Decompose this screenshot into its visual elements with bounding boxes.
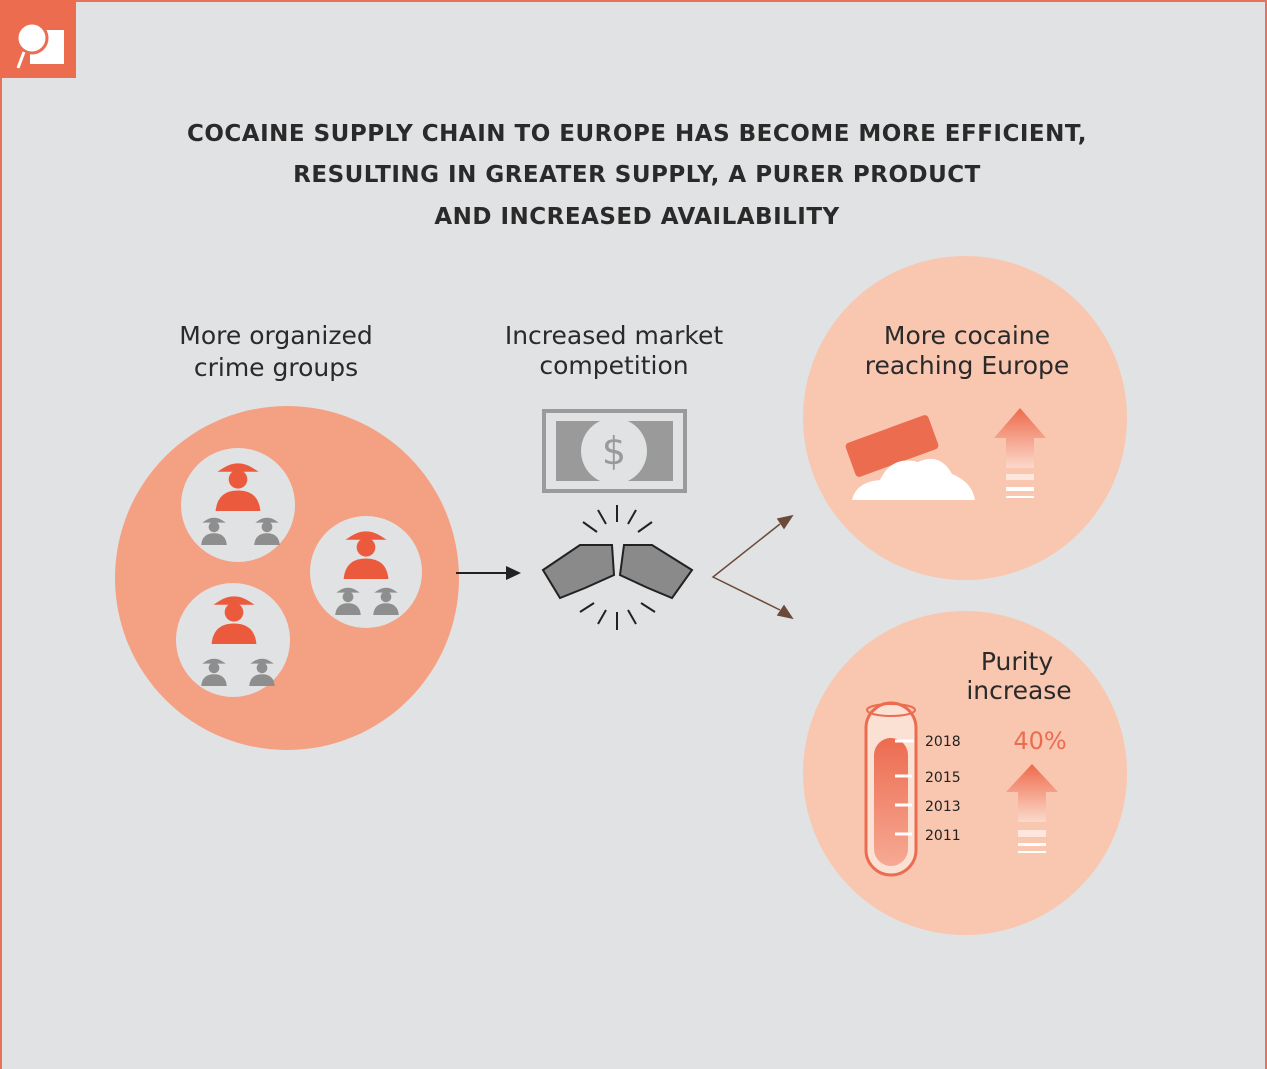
- money-icon: $: [544, 411, 685, 491]
- group: [181, 448, 295, 562]
- fists-icon: [543, 505, 692, 630]
- purity-label: Purity: [981, 647, 1054, 676]
- supply-circle: [803, 256, 1127, 580]
- group: [176, 583, 290, 697]
- arrow: [456, 566, 521, 580]
- year-label: 2013: [925, 799, 961, 815]
- purity-change: 40%: [1013, 727, 1066, 755]
- money-symbol: $: [602, 429, 626, 473]
- groups-label: crime groups: [194, 353, 358, 382]
- purity-label: increase: [966, 676, 1071, 705]
- competition-label: Increased market: [505, 321, 724, 350]
- year-label: 2018: [925, 734, 961, 750]
- year-label: 2015: [925, 770, 961, 786]
- title-line: COCAINE SUPPLY CHAIN TO EUROPE HAS BECOM…: [187, 121, 1087, 147]
- infographic: COCAINE SUPPLY CHAIN TO EUROPE HAS BECOM…: [0, 0, 1267, 1069]
- supply-label: More cocaine: [884, 321, 1050, 350]
- purity-circle: [803, 611, 1127, 935]
- supply-label: reaching Europe: [865, 351, 1070, 380]
- split-arrows: [713, 516, 792, 618]
- groups-label: More organized: [179, 321, 372, 350]
- title-line: RESULTING IN GREATER SUPPLY, A PURER PRO…: [293, 162, 981, 188]
- year-label: 2011: [925, 828, 961, 844]
- title-line: AND INCREASED AVAILABILITY: [434, 204, 839, 230]
- competition-label: competition: [539, 351, 688, 380]
- group: [310, 516, 422, 628]
- logo: [0, 0, 76, 78]
- page: COCAINE SUPPLY CHAIN TO EUROPE HAS BECOM…: [0, 0, 1267, 1069]
- test-tube: [866, 703, 916, 875]
